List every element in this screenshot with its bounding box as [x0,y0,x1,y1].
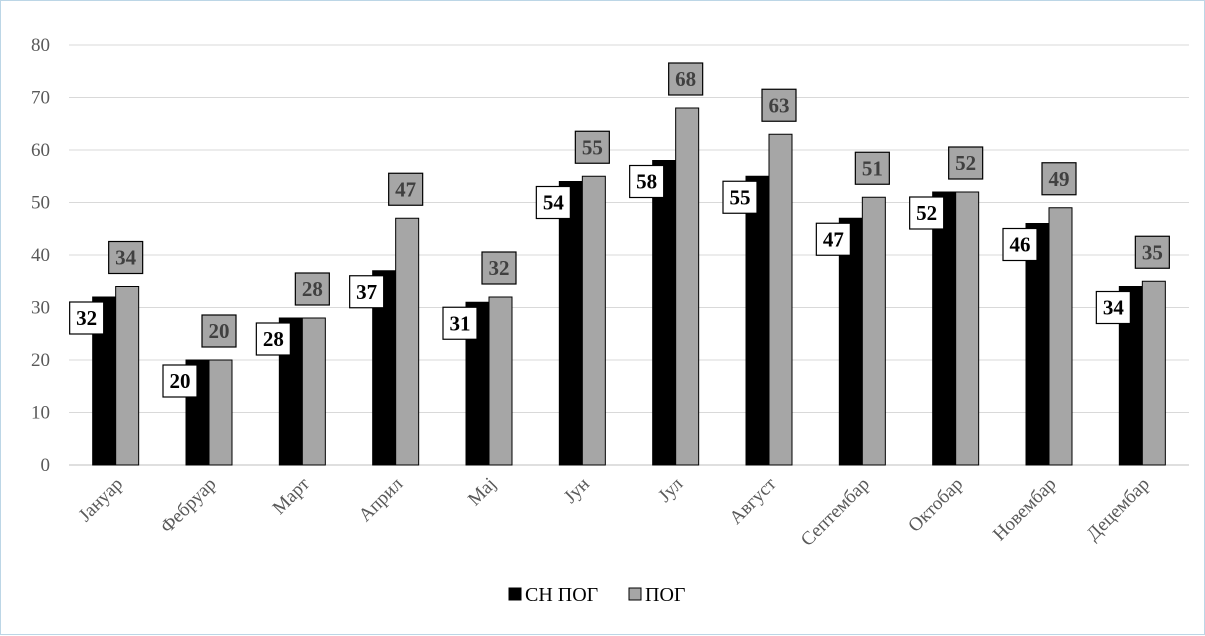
data-label: 32 [489,256,510,280]
data-label-box [574,130,610,164]
data-label: 28 [302,277,323,301]
y-tick-label: 40 [31,245,50,266]
data-label-box [629,164,665,199]
category-label: Децембар [1083,474,1154,545]
data-label-box [108,240,144,275]
y-tick-label: 30 [31,298,50,319]
data-label: 54 [543,191,565,215]
legend-label: СН ПОГ [525,584,598,606]
legend-swatch [628,587,642,601]
gridlines [69,44,1189,466]
data-label: 63 [769,93,790,117]
bar-series2 [861,196,886,466]
data-labels: 32 34 20 20 28 28 37 47 31 32 54 55 58 68 55 63 47 51 52 52… [69,62,1170,398]
bar-series2 [1048,207,1073,466]
data-label-box [162,364,198,398]
bar-series2 [768,133,793,466]
data-label: 58 [636,170,657,194]
category-label: Август [726,473,781,528]
y-tick-label: 70 [31,88,50,109]
data-label: 46 [1010,233,1031,257]
y-axis: 0 10 20 30 40 50 60 70 80 [31,35,50,476]
data-label-box [535,185,571,220]
data-label: 20 [209,319,230,343]
bars [92,107,1166,466]
category-label: Фебруар [157,474,221,538]
category-label: Април [355,473,408,526]
y-tick-label: 20 [31,350,50,371]
x-axis: Јануар Фебруар Март Април Мај Јун Јул Август Сеп… [75,473,1154,550]
bar-series2 [115,286,140,466]
bar-series1 [932,191,957,466]
bar-series2 [675,107,700,466]
data-label: 20 [170,369,191,393]
bar-series1 [652,160,677,466]
legend-label: ПОГ [645,584,685,606]
bar-series2 [955,191,980,466]
data-label-box [255,322,291,356]
bar-series2 [301,317,326,466]
data-label-box [1002,227,1038,262]
category-label: Јул [654,473,687,506]
y-tick-label: 80 [31,35,50,56]
data-label-box [815,222,851,256]
legend-swatch [508,587,522,601]
category-label: Јун [560,474,594,508]
data-label: 68 [675,67,696,91]
data-label-box [1134,235,1170,269]
category-label: Јануар [75,474,127,526]
data-label: 35 [1142,240,1163,264]
bar-series2 [395,217,420,466]
data-label-box [948,146,984,180]
data-label: 34 [1103,296,1125,320]
data-label: 47 [395,177,416,201]
data-label: 49 [1049,167,1070,191]
bar-series2 [208,359,233,466]
bar-series2 [488,296,513,466]
data-label-box [761,88,797,122]
data-label: 37 [356,280,377,304]
data-label: 31 [450,311,471,335]
category-label: Новембар [989,474,1061,546]
data-label: 47 [823,227,844,251]
data-label: 52 [955,151,976,175]
bar-series1 [558,181,583,466]
legend: СН ПОГ ПОГ [508,584,685,606]
bar-series2 [1141,280,1166,466]
data-label-box [722,180,758,214]
data-label-box [69,301,105,335]
data-label-box [1041,162,1077,196]
category-label: Септембар [797,474,874,551]
data-label-box [1095,290,1131,325]
category-label: Мај [464,474,500,510]
data-label: 34 [115,246,137,270]
bar-series2 [581,175,606,466]
bar-series1 [745,175,770,466]
data-label-box [854,151,890,185]
y-tick-label: 10 [31,403,50,424]
data-label: 28 [263,327,284,351]
category-label: Октобар [904,474,967,537]
category-label: Март [269,473,315,519]
data-label: 55 [582,135,603,159]
data-label-box [909,196,945,230]
data-label-box [481,251,517,285]
data-label: 51 [862,156,883,180]
y-tick-label: 60 [31,140,50,161]
data-label-box [349,275,385,309]
data-label-box [388,172,424,206]
data-label: 52 [916,201,937,225]
data-label: 32 [76,306,97,330]
y-tick-label: 0 [41,455,51,476]
y-tick-label: 50 [31,193,50,214]
data-label-box [201,314,237,348]
data-label-box [442,306,478,340]
data-label-box [294,272,330,306]
data-label-box [668,62,704,96]
data-label: 55 [730,185,751,209]
